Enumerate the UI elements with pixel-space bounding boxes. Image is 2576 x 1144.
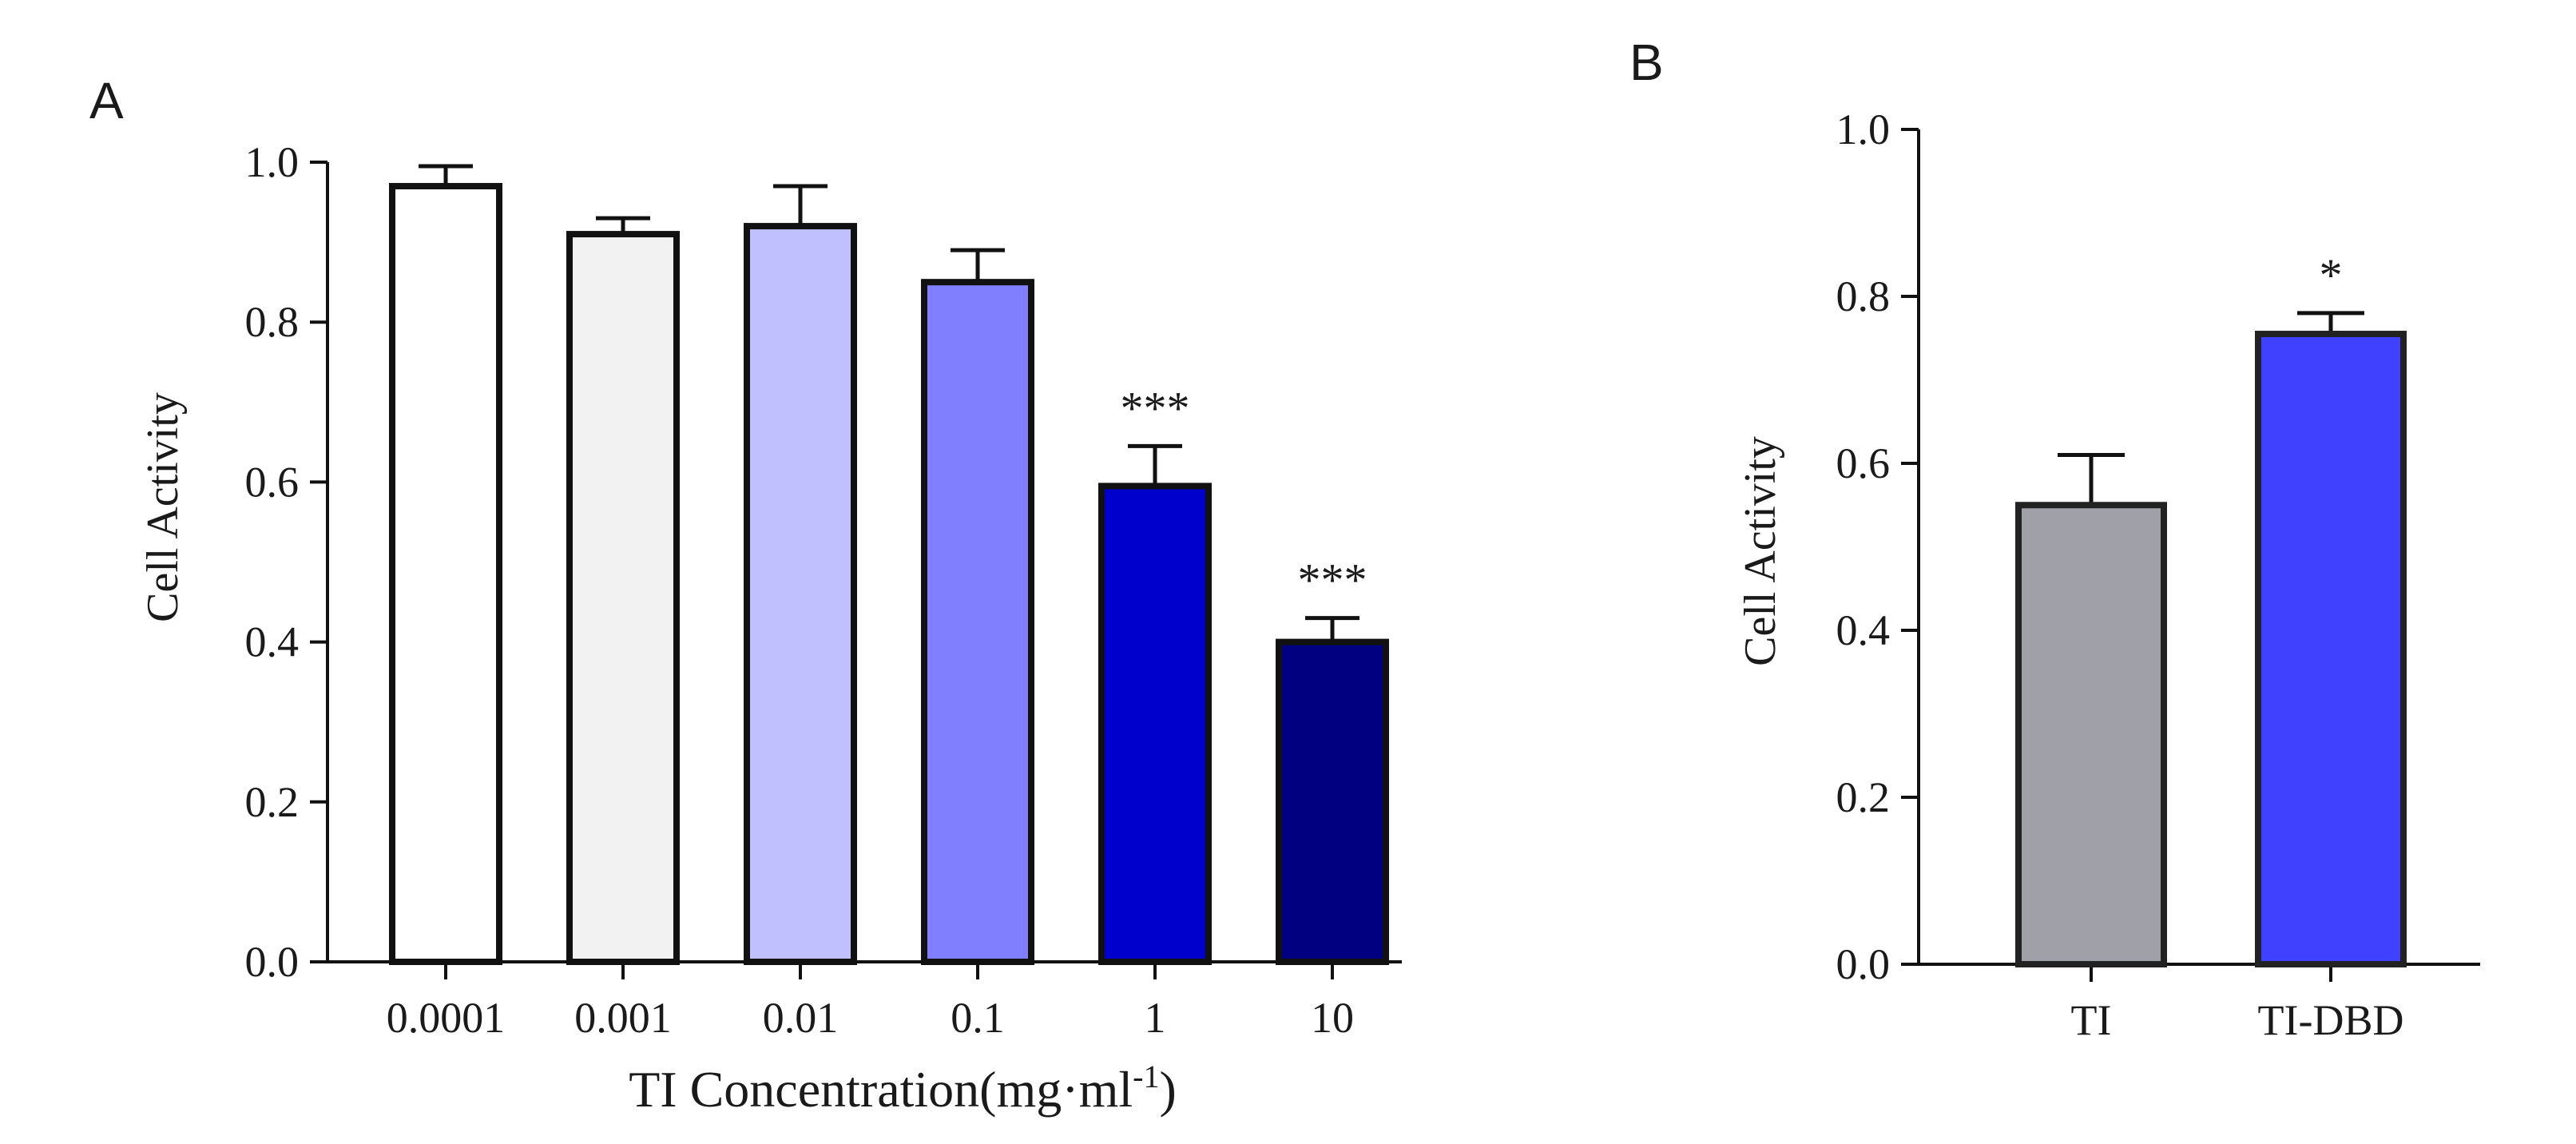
panel-a-letter: A <box>89 72 124 129</box>
panel-b-x-tick-label: TI <box>2071 996 2112 1044</box>
panel-a-x-tick-label: 0.01 <box>763 994 839 1042</box>
panel-a-y-tick-label: 1.0 <box>245 138 300 186</box>
panel-a-bar-0-0001 <box>389 183 502 965</box>
panel-a-y-tick-label: 0.8 <box>245 298 300 346</box>
panel-b-y-tick-label: 0.0 <box>1836 940 1891 988</box>
panel-b-x-tick-label: TI-DBD <box>2258 996 2404 1044</box>
panel-a-plot-area: 0.0 0.2 0.4 0.6 0.8 1.0 0.0001 0.001 0.01 0.1 1 ***… <box>245 138 1402 1042</box>
panel-b-bar-ti-dbd <box>2255 331 2407 967</box>
panel-b-y-axis-title: Cell Activity <box>1736 436 1785 666</box>
panel-a-bar-10 <box>1276 638 1389 965</box>
panel-a-x-axis-title-superscript: -1 <box>1133 1059 1159 1094</box>
panel-a-significance-label: *** <box>1298 554 1367 606</box>
panel-b-y-tick-label: 0.4 <box>1836 606 1891 654</box>
panel-b-y-tick-label: 0.6 <box>1836 439 1891 487</box>
panel-b-bar-ti <box>2015 502 2167 967</box>
panel-a-y-tick-label: 0.2 <box>245 778 300 826</box>
panel-a-x-axis-title-suffix: ) <box>1159 1061 1176 1118</box>
panel-b-letter: B <box>1629 34 1664 91</box>
panel-a-significance-label: *** <box>1121 382 1190 434</box>
panel-a-bar-0-001 <box>566 231 680 965</box>
panel-b-y-tick-label: 0.2 <box>1836 773 1891 821</box>
panel-a-x-tick-label: 0.0001 <box>387 994 506 1042</box>
panel-b-plot-area: 0.0 0.2 0.4 0.6 0.8 1.0 TI TI-DBD * <box>1836 105 2480 1044</box>
panel-a-y-tick-label: 0.6 <box>245 458 300 506</box>
panel-b-significance-label: * <box>2320 249 2343 301</box>
panel-a-bar-0-1 <box>921 279 1034 965</box>
panel-a-x-axis-title-main: TI Concentration(mg·ml <box>629 1061 1133 1118</box>
panel-a-y-tick-label: 0.4 <box>245 618 300 666</box>
chart-panel-a: A Cell Activity TI Concentration(mg·ml-1… <box>89 72 1402 1118</box>
panel-a-x-tick-label: 0.001 <box>574 994 672 1042</box>
panel-b-y-tick-label: 1.0 <box>1836 105 1891 153</box>
chart-panel-b: B Cell Activity 0.0 0.2 0.4 0.6 0.8 1.0 TI TI-D… <box>1629 34 2480 1044</box>
panel-a-y-axis-title: Cell Activity <box>138 392 188 622</box>
panel-a-x-tick-label: 10 <box>1311 994 1354 1042</box>
panel-a-bar-1 <box>1098 483 1212 965</box>
panel-a-x-tick-label: 0.1 <box>951 994 1005 1042</box>
panel-a-y-tick-label: 0.0 <box>245 938 300 986</box>
panel-a-bar-0-01 <box>744 223 857 965</box>
panel-a-x-tick-label: 1 <box>1145 994 1166 1042</box>
panel-a-x-axis-title: TI Concentration(mg·ml-1) <box>629 1059 1177 1118</box>
panel-b-y-tick-label: 0.8 <box>1836 272 1891 320</box>
